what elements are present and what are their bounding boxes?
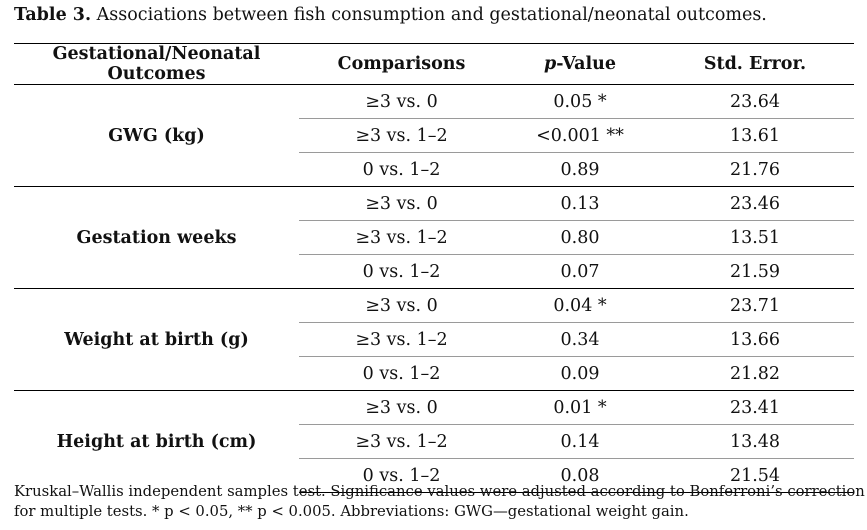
table-body: GWG (kg) ≥3 vs. 0 0.05 * 23.64 ≥3 vs. 1–2 <0.… bbox=[14, 84, 854, 493]
comparison-cell: ≥3 vs. 0 bbox=[299, 288, 504, 323]
pvalue-cell: 0.04 * bbox=[504, 288, 656, 323]
outcome-group-cell: Weight at birth (g) bbox=[14, 288, 299, 391]
table-row: ≥3 vs. 1–2 0.14 13.48 bbox=[14, 424, 854, 459]
stderr-cell: 21.76 bbox=[656, 152, 854, 187]
stderr-cell: 23.46 bbox=[656, 186, 854, 221]
comparison-cell: 0 vs. 1–2 bbox=[299, 356, 504, 391]
results-table: Gestational/Neonatal Outcomes Comparison… bbox=[14, 43, 854, 493]
caption-text: Associations between fish consumption an… bbox=[96, 5, 767, 25]
table-row: ≥3 vs. 1–2 <0.001 ** 13.61 bbox=[14, 118, 854, 153]
pvalue-cell: 0.89 bbox=[504, 152, 656, 187]
footnote-line-2: for multiple tests. * p < 0.05, ** p < 0… bbox=[14, 503, 689, 520]
pvalue-cell: 0.13 bbox=[504, 186, 656, 221]
comparison-cell: ≥3 vs. 0 bbox=[299, 390, 504, 425]
stderr-cell: 13.51 bbox=[656, 220, 854, 255]
caption-label: Table 3. bbox=[14, 5, 92, 25]
table-row: ≥3 vs. 1–2 0.34 13.66 bbox=[14, 322, 854, 357]
table-row: Gestation weeks ≥3 vs. 0 0.13 23.46 bbox=[14, 186, 854, 289]
comparison-cell: 0 vs. 1–2 bbox=[299, 254, 504, 289]
header-outcome: Gestational/Neonatal Outcomes bbox=[14, 43, 299, 85]
comparison-cell: ≥3 vs. 0 bbox=[299, 186, 504, 221]
table-row: Weight at birth (g) ≥3 vs. 0 0.04 * 23.71 bbox=[14, 288, 854, 391]
stderr-cell: 13.61 bbox=[656, 118, 854, 153]
pvalue-cell: 0.05 * bbox=[504, 84, 656, 119]
stderr-cell: 21.54 bbox=[656, 458, 854, 493]
stderr-cell: 23.64 bbox=[656, 84, 854, 119]
header-comparisons: Comparisons bbox=[299, 43, 504, 85]
header-row: Gestational/Neonatal Outcomes Comparison… bbox=[14, 43, 854, 85]
stderr-cell: 21.82 bbox=[656, 356, 854, 391]
stderr-cell: 21.59 bbox=[656, 254, 854, 289]
header-pvalue: p-Value bbox=[504, 43, 656, 85]
header-pvalue-rest: -Value bbox=[556, 54, 617, 74]
pvalue-cell: 0.80 bbox=[504, 220, 656, 255]
table-footnote: Kruskal–Wallis independent samples test.… bbox=[14, 482, 865, 522]
table-row: 0 vs. 1–2 0.08 21.54 bbox=[14, 458, 854, 493]
comparison-cell: 0 vs. 1–2 bbox=[299, 152, 504, 187]
stderr-cell: 13.48 bbox=[656, 424, 854, 459]
pvalue-cell: 0.01 * bbox=[504, 390, 656, 425]
table-row: Height at birth (cm) ≥3 vs. 0 0.01 * 23.41 bbox=[14, 390, 854, 493]
table-row: 0 vs. 1–2 0.07 21.59 bbox=[14, 254, 854, 289]
footnote-line-1: Kruskal–Wallis independent samples test.… bbox=[14, 483, 865, 500]
comparison-cell: ≥3 vs. 1–2 bbox=[299, 424, 504, 459]
header-stderr: Std. Error. bbox=[656, 43, 854, 85]
outcome-group-cell: GWG (kg) bbox=[14, 84, 299, 187]
pvalue-cell: 0.09 bbox=[504, 356, 656, 391]
table-caption: Table 3. Associations between fish consu… bbox=[14, 5, 767, 25]
stderr-cell: 23.71 bbox=[656, 288, 854, 323]
table-row: 0 vs. 1–2 0.89 21.76 bbox=[14, 152, 854, 187]
outcome-group-cell: Height at birth (cm) bbox=[14, 390, 299, 493]
comparison-cell: 0 vs. 1–2 bbox=[299, 458, 504, 493]
stderr-cell: 23.41 bbox=[656, 390, 854, 425]
table-row: ≥3 vs. 1–2 0.80 13.51 bbox=[14, 220, 854, 255]
comparison-cell: ≥3 vs. 1–2 bbox=[299, 118, 504, 153]
comparison-cell: ≥3 vs. 1–2 bbox=[299, 220, 504, 255]
stderr-cell: 13.66 bbox=[656, 322, 854, 357]
pvalue-cell: 0.07 bbox=[504, 254, 656, 289]
pvalue-cell: <0.001 ** bbox=[504, 118, 656, 153]
header-pvalue-p: p bbox=[543, 54, 557, 74]
table-row: 0 vs. 1–2 0.09 21.82 bbox=[14, 356, 854, 391]
pvalue-cell: 0.08 bbox=[504, 458, 656, 493]
pvalue-cell: 0.34 bbox=[504, 322, 656, 357]
comparison-cell: ≥3 vs. 1–2 bbox=[299, 322, 504, 357]
outcome-group-cell: Gestation weeks bbox=[14, 186, 299, 289]
table-row: GWG (kg) ≥3 vs. 0 0.05 * 23.64 bbox=[14, 84, 854, 187]
pvalue-cell: 0.14 bbox=[504, 424, 656, 459]
comparison-cell: ≥3 vs. 0 bbox=[299, 84, 504, 119]
